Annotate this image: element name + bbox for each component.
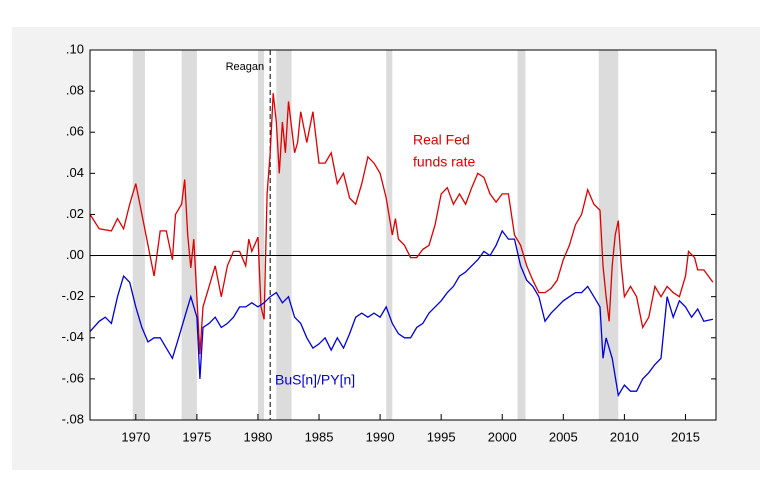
x-tick-label: 1985 bbox=[305, 429, 334, 444]
series-line bbox=[89, 93, 714, 355]
series-line bbox=[89, 229, 714, 398]
reagan-label: Reagan bbox=[226, 61, 265, 73]
y-tick-label: .08 bbox=[66, 83, 84, 98]
recession-band bbox=[386, 50, 393, 420]
series-label: Real Fed bbox=[413, 132, 470, 148]
series-label: BuS[n]/PY[n] bbox=[275, 372, 355, 388]
recession-band bbox=[598, 50, 619, 420]
plot-frame bbox=[89, 49, 717, 421]
y-tick-label: -.06 bbox=[62, 370, 84, 385]
y-tick-label: .04 bbox=[66, 165, 84, 180]
recession-band bbox=[257, 50, 265, 420]
y-tick-label: .10 bbox=[66, 41, 84, 56]
x-tick-label: 1995 bbox=[427, 429, 456, 444]
recession-band bbox=[517, 50, 526, 420]
x-tick-label: 1990 bbox=[366, 429, 395, 444]
y-tick-label: .02 bbox=[66, 206, 84, 221]
y-tick-label: -.04 bbox=[62, 329, 84, 344]
y-tick-label: -.02 bbox=[62, 288, 84, 303]
y-tick-label: .00 bbox=[66, 247, 84, 262]
recession-band bbox=[181, 50, 197, 420]
x-tick-label: 2010 bbox=[610, 429, 639, 444]
y-tick-label: -.08 bbox=[62, 411, 84, 426]
x-tick-label: 2000 bbox=[488, 429, 517, 444]
recession-band bbox=[132, 50, 145, 420]
recession-band bbox=[276, 50, 292, 420]
x-tick-label: 1970 bbox=[121, 429, 150, 444]
x-tick-label: 1980 bbox=[243, 429, 272, 444]
x-tick-label: 1975 bbox=[182, 429, 211, 444]
y-tick-label: .06 bbox=[66, 124, 84, 139]
x-tick-label: 2015 bbox=[671, 429, 700, 444]
x-tick-label: 2005 bbox=[549, 429, 578, 444]
series-label: funds rate bbox=[413, 154, 475, 170]
